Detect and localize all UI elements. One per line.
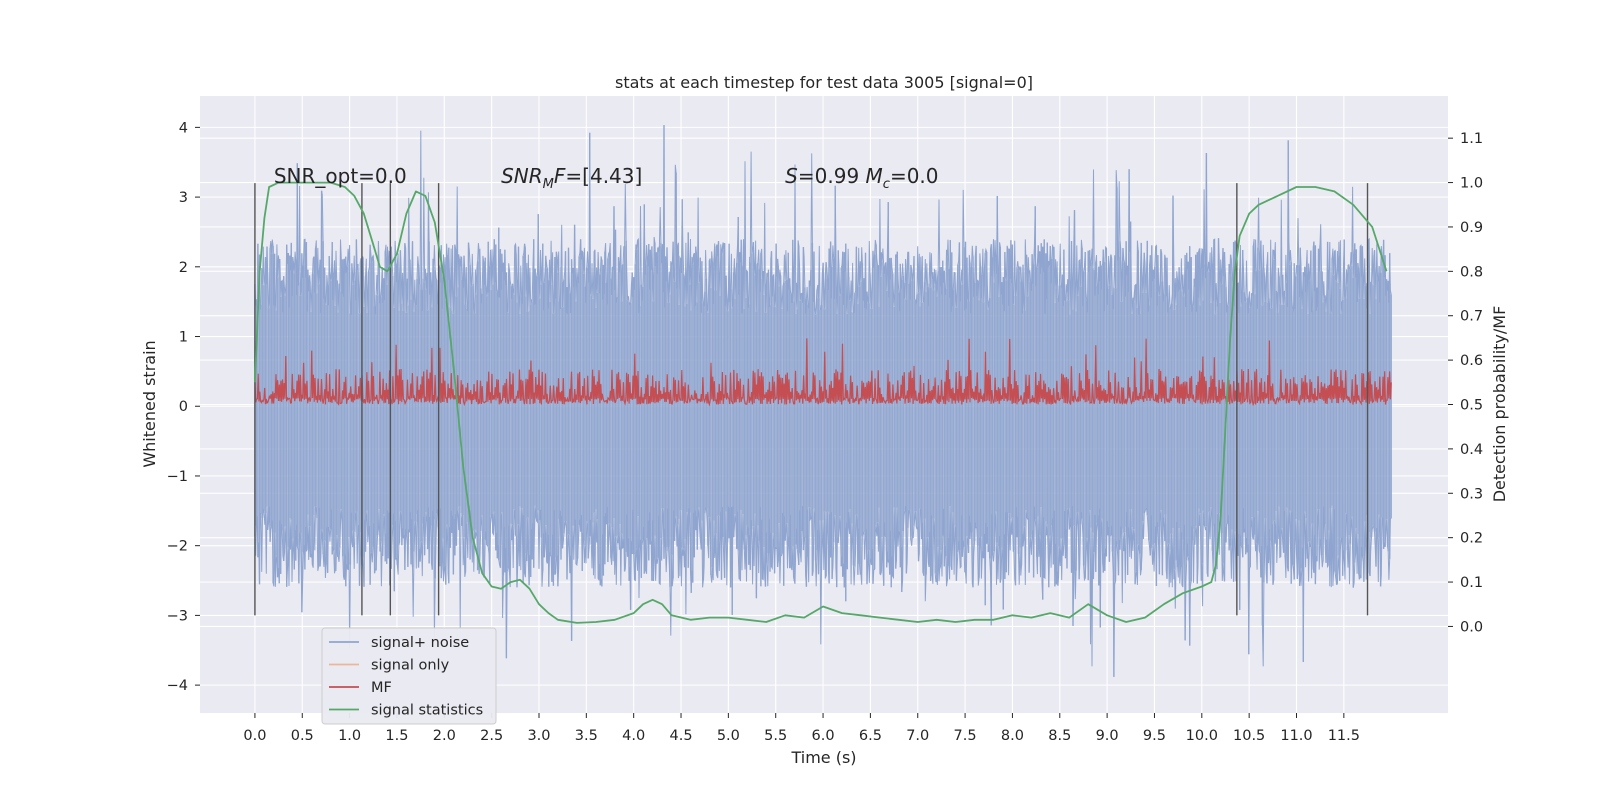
xtick-label-11: 5.5 [764, 728, 787, 744]
xtick-label-13: 6.5 [859, 728, 882, 744]
ytick-right-label-9: 0.9 [1460, 220, 1483, 236]
stat-series [254, 181, 1388, 624]
xtick-label-9: 4.5 [669, 728, 692, 744]
vertical-markers [254, 183, 1369, 616]
ytick-left-label-4: 0 [179, 399, 188, 415]
noise-lower-line [254, 505, 1392, 677]
xtick-label-3: 1.5 [385, 728, 408, 744]
xtick-label-15: 7.5 [954, 728, 977, 744]
ytick-right-label-8: 0.8 [1460, 264, 1483, 280]
ytick-right-label-1: 0.1 [1460, 575, 1483, 591]
ytick-right-label-0: 0.0 [1460, 619, 1483, 635]
xtick-label-5: 2.5 [480, 728, 503, 744]
legend-label-1: signal only [371, 658, 450, 674]
xtick-label-20: 10.0 [1186, 728, 1218, 744]
ytick-right-label-2: 0.2 [1460, 531, 1483, 547]
annotation-0: SNR_opt=0.0 [274, 164, 407, 188]
x-axis-ticks: 0.0 0.5 1.0 1.5 2.0 2.5 3.0 3.5 4.0 4.5 5.0 5.5 6.0 6… [243, 713, 1360, 744]
ytick-right-label-4: 0.4 [1460, 442, 1483, 458]
right-y-axis-ticks: 0.0 0.1 0.2 0.3 0.4 0.5 0.6 0.7 0.8 0.9 1.0 1.1 [1448, 131, 1483, 635]
ytick-left-label-7: 3 [179, 190, 188, 206]
y-axis-title-left: Whitened strain [140, 340, 159, 467]
annotation-2: S=0.99 Mc=0.0 [785, 164, 938, 192]
annotations: SNR_opt=0.0 SNRMF=[4.43] S=0.99 Mc=0.0 [274, 164, 939, 192]
xtick-label-0: 0.0 [243, 728, 266, 744]
ytick-right-label-5: 0.5 [1460, 398, 1483, 414]
ytick-left-label-2: −2 [167, 539, 188, 555]
chart-title: stats at each timestep for test data 300… [615, 73, 1033, 92]
xtick-label-18: 9.0 [1096, 728, 1119, 744]
xtick-label-10: 5.0 [717, 728, 740, 744]
ytick-right-label-7: 0.7 [1460, 309, 1483, 325]
xtick-label-22: 11.0 [1280, 728, 1312, 744]
xtick-label-8: 4.0 [622, 728, 645, 744]
ytick-left-label-0: −4 [167, 678, 188, 694]
y-axis-title-right: Detection probability/MF [1490, 306, 1509, 503]
legend-label-3: signal statistics [371, 703, 483, 719]
ytick-left-label-1: −3 [167, 608, 188, 624]
legend-box [321, 627, 497, 725]
xtick-label-4: 2.0 [433, 728, 456, 744]
legend-label-0: signal+ noise [371, 635, 469, 651]
xtick-label-19: 9.5 [1143, 728, 1166, 744]
legend: signal+ noise signal only MF signal statist… [321, 627, 497, 725]
ytick-right-label-10: 1.0 [1460, 176, 1483, 192]
xtick-label-2: 1.0 [338, 728, 361, 744]
legend-label-2: MF [371, 680, 392, 696]
xtick-label-7: 3.5 [575, 728, 598, 744]
ytick-right-label-3: 0.3 [1460, 486, 1483, 502]
xtick-label-17: 8.5 [1048, 728, 1071, 744]
xtick-label-23: 11.5 [1328, 728, 1360, 744]
ytick-right-label-11: 1.1 [1460, 131, 1483, 147]
ytick-right-label-6: 0.6 [1460, 353, 1483, 369]
xtick-label-1: 0.5 [291, 728, 314, 744]
left-y-axis-ticks: −4 −3 −2 −1 0 1 2 3 4 [167, 120, 200, 694]
ytick-left-label-5: 1 [179, 330, 188, 346]
xtick-label-6: 3.0 [527, 728, 550, 744]
xtick-label-14: 7.0 [906, 728, 929, 744]
stat-line [254, 181, 1388, 624]
ytick-left-label-3: −1 [167, 469, 188, 485]
mf-line [254, 338, 1392, 407]
ytick-left-label-6: 2 [179, 260, 188, 276]
xtick-label-16: 8.0 [1001, 728, 1024, 744]
ytick-left-label-8: 4 [179, 120, 188, 136]
xtick-label-12: 6.0 [812, 728, 835, 744]
x-axis-title: Time (s) [790, 748, 856, 767]
xtick-label-21: 10.5 [1233, 728, 1265, 744]
annotation-1: SNRMF=[4.43] [501, 164, 642, 192]
mf-series [254, 338, 1392, 407]
